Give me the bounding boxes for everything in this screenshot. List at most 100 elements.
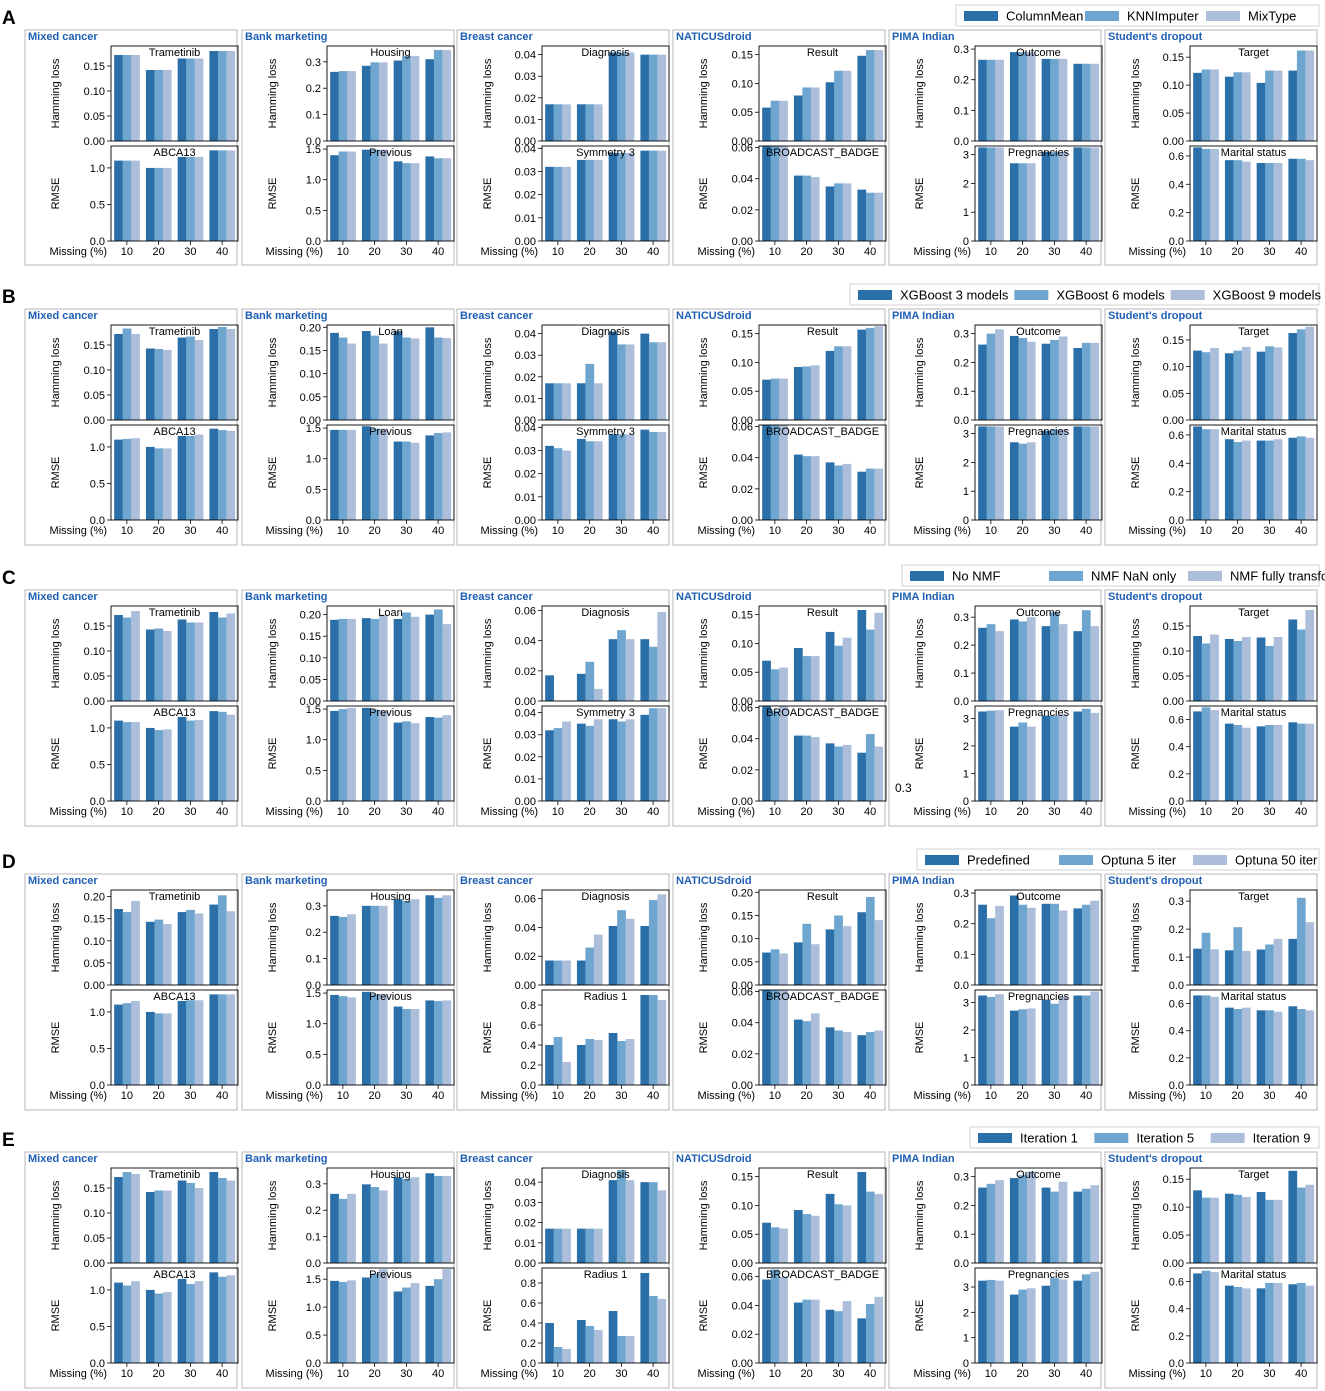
y-tick-label: 0.2 (954, 357, 969, 369)
y-tick-label: 0.0 (1169, 515, 1184, 527)
x-tick-label: 20 (153, 1368, 165, 1380)
bar (1296, 50, 1306, 141)
bar (177, 337, 187, 420)
plot-frame (974, 424, 1103, 521)
dataset-title: Breast cancer (460, 875, 533, 887)
bar (393, 1177, 403, 1263)
bar (825, 1027, 835, 1085)
x-tick-label: 30 (400, 525, 412, 537)
y-tick-label: 0.2 (954, 919, 969, 931)
y-tick-label: 0.15 (1163, 1174, 1184, 1186)
x-tick-label: 30 (832, 525, 844, 537)
x-axis-label: Missing (%) (1129, 1368, 1186, 1380)
bar (585, 104, 595, 141)
bar (122, 55, 132, 141)
x-tick-label: 40 (432, 246, 444, 258)
row-A: A ColumnMean KNNImputer MixType Mixed cancer… (2, 4, 1320, 266)
bar (177, 716, 187, 801)
subplot-bottom: 0.00 0.02 0.04 0.06 BROADCAST_BADGE RMSE (698, 422, 887, 527)
bar (545, 445, 554, 520)
bar (802, 656, 812, 701)
bar (442, 624, 452, 701)
bar (617, 1336, 626, 1363)
bar (1241, 637, 1251, 701)
x-axis-label: Missing (%) (914, 246, 971, 258)
subplot-top: 0.00 0.05 0.10 0.15 0.20 Loan Hamming loss (267, 605, 455, 708)
panel-breast-cancer: Breast cancer 0.00 0.02 0.04 0.06 Diagnosis Ha… (456, 589, 670, 827)
bar (978, 1187, 987, 1263)
bar (1081, 1188, 1091, 1263)
x-tick-label: 20 (153, 806, 165, 818)
bar (425, 435, 435, 520)
bar (1273, 1199, 1283, 1263)
bar (834, 70, 843, 141)
x-tick-label: 10 (337, 806, 349, 818)
y-tick-label: 0.6 (1169, 151, 1184, 163)
bar (978, 426, 987, 520)
dataset-title: NATICUSdroid (676, 31, 752, 43)
bar (865, 1191, 875, 1263)
panel-pima-indian: PIMA Indian 0.0 0.1 0.2 0.3 Outcome Hamming lo… (888, 308, 1103, 546)
bar (802, 1299, 812, 1363)
x-tick-label: 40 (864, 1090, 876, 1102)
bar (1026, 907, 1036, 985)
y-tick-label: 0.0 (306, 1080, 321, 1092)
x-tick-label: 30 (832, 806, 844, 818)
bar (378, 149, 388, 241)
subplot-title: Housing (370, 891, 410, 903)
x-tick-label: 40 (864, 806, 876, 818)
subplot-title: Marital status (1221, 147, 1287, 159)
bar (986, 426, 996, 520)
bar (361, 65, 371, 141)
y-tick-label: 0.20 (84, 892, 105, 904)
panel-pima-indian: PIMA Indian 0.0 0.1 0.2 0.3 Outcome Hamming lo… (888, 873, 1103, 1111)
bar (1050, 58, 1059, 141)
bar (617, 721, 626, 801)
bar (122, 722, 132, 801)
bar (1201, 69, 1211, 141)
bar (857, 1035, 867, 1085)
bar (793, 735, 803, 801)
y-tick-label: 0.2 (1169, 208, 1184, 220)
bar (162, 1190, 172, 1263)
bar (1193, 995, 1202, 1085)
y-axis-label: Hamming loss (1130, 618, 1142, 688)
bar (114, 160, 123, 241)
legend-swatch (1059, 855, 1093, 865)
subplot-title: Diagnosis (581, 1169, 630, 1181)
plot-frame (1189, 889, 1318, 986)
y-tick-label: 0.06 (732, 143, 753, 155)
bar (361, 331, 371, 420)
subplot-title: ABCA13 (153, 991, 195, 1003)
bar (553, 960, 563, 985)
bar (995, 147, 1004, 241)
bar (154, 448, 164, 520)
bar (834, 1030, 843, 1085)
bar (361, 149, 371, 241)
subplot-title: Result (807, 1169, 838, 1181)
y-tick-label: 0.10 (300, 369, 321, 381)
y-axis-label: Hamming loss (698, 58, 710, 128)
subplot-title: Housing (370, 47, 410, 59)
subplot-bottom: 0.0 0.2 0.4 0.6 Marital status RMSE (1130, 145, 1318, 248)
bar (545, 1045, 554, 1085)
bar (114, 334, 123, 420)
bar (793, 1019, 803, 1085)
subplot-title: Target (1238, 326, 1269, 338)
y-axis-label: Hamming loss (914, 902, 926, 972)
y-tick-label: 0.0 (90, 236, 105, 248)
bar (1058, 1279, 1068, 1363)
bar (842, 637, 852, 701)
plot-frame (110, 1267, 239, 1364)
y-tick-label: 0.00 (515, 136, 536, 148)
y-tick-label: 2 (963, 741, 969, 753)
panel-naticusdroid: NATICUSdroid 0.00 0.05 0.10 0.15 Result Hammin… (672, 29, 887, 266)
x-axis-label: Missing (%) (50, 246, 107, 258)
legend: XGBoost 3 models XGBoost 6 models XGBoost … (849, 283, 1322, 306)
y-tick-label: 0.06 (515, 606, 536, 618)
panel-bank-marketing: Bank marketing 0.00 0.05 0.10 0.15 0.20 Loan Ha… (241, 589, 455, 827)
bar (625, 639, 635, 701)
y-tick-label: 0.2 (306, 83, 321, 95)
bar (402, 337, 411, 420)
x-tick-label: 40 (647, 1090, 659, 1102)
